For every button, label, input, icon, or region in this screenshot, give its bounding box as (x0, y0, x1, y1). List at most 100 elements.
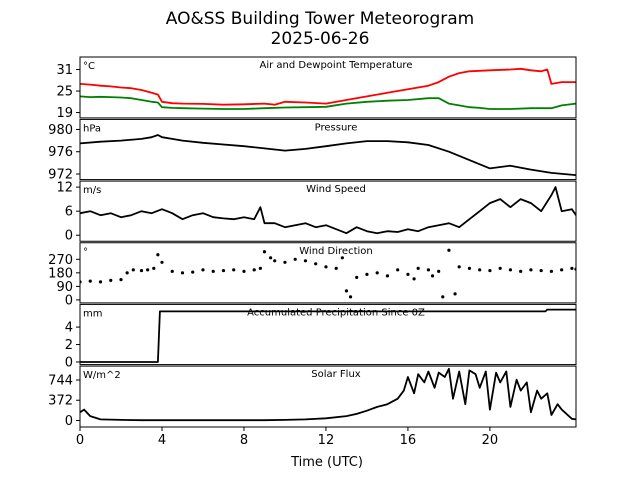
panel-title: Wind Speed (306, 184, 366, 195)
series-line-0-1 (80, 95, 576, 110)
wind-direction-point (447, 248, 451, 252)
wind-direction-point (508, 268, 513, 272)
panel-2-data (80, 186, 576, 235)
wind-direction-point (560, 268, 564, 272)
wind-direction-point (344, 289, 349, 293)
panel-3-data (80, 248, 576, 299)
panel-unit-label: ° (83, 247, 88, 258)
wind-direction-point (98, 280, 103, 284)
y-tick-label: 980 (48, 123, 73, 138)
panel-unit-label: m/s (83, 185, 101, 196)
wind-direction-point (549, 269, 554, 273)
x-tick-label: 8 (240, 433, 248, 448)
y-tick-label: 4 (65, 321, 73, 336)
y-tick-label: 976 (48, 145, 73, 160)
wind-direction-point (314, 262, 318, 266)
wind-direction-point (273, 259, 277, 263)
y-tick-label: 0 (65, 355, 73, 370)
x-tick-label: 16 (400, 433, 417, 448)
wind-direction-point (430, 274, 435, 278)
panel-5: 0 372 744 W/m^2 Solar Flux (48, 365, 577, 431)
wind-direction-point (283, 260, 287, 264)
x-axis-label: Time (UTC) (290, 455, 363, 470)
panel-frame (79, 118, 577, 181)
panel-title: Wind Direction (299, 246, 373, 257)
panel-title: Accumulated Precipitation Since 0Z (247, 307, 425, 318)
series-line-5-0 (80, 367, 576, 422)
wind-direction-point (119, 278, 123, 282)
panel-5-data (80, 367, 576, 422)
wind-direction-point (221, 268, 226, 273)
y-tick-label: 972 (48, 168, 73, 183)
panel-title: Solar Flux (311, 369, 361, 380)
wind-direction-point (457, 265, 461, 269)
panel-unit-label: °C (83, 61, 95, 72)
wind-direction-point (146, 268, 150, 272)
wind-direction-point (416, 266, 420, 270)
wind-direction-point (152, 266, 156, 270)
y-tick-label: 270 (48, 253, 73, 268)
panel-1: 972 976 980 hPa Pressure (48, 118, 577, 183)
panel-title: Pressure (315, 122, 358, 133)
wind-direction-point (293, 257, 297, 261)
panel-frame (79, 365, 577, 428)
wind-direction-point (262, 250, 267, 254)
x-tick-label: 12 (318, 433, 335, 448)
panel-title: Air and Dewpoint Temperature (260, 60, 413, 71)
panel-4-data (80, 308, 576, 363)
wind-direction-point (131, 268, 135, 272)
wind-direction-point (180, 271, 185, 275)
wind-direction-point (201, 268, 205, 272)
wind-direction-point (441, 295, 445, 299)
panel-unit-label: W/m^2 (83, 370, 121, 381)
wind-direction-point (529, 268, 533, 272)
panel-1-data (80, 134, 576, 176)
y-tick-label: 12 (56, 181, 73, 196)
wind-direction-point (303, 259, 308, 263)
wind-direction-point (109, 278, 113, 282)
chart-title: AO&SS Building Tower Meteorogram (166, 9, 474, 29)
wind-direction-point (437, 269, 441, 273)
series-line-4-0 (80, 308, 576, 363)
series-line-2-0 (80, 186, 576, 235)
wind-direction-point (365, 272, 369, 276)
y-tick-label: 0 (65, 293, 73, 308)
y-tick-label: 19 (56, 106, 73, 121)
wind-direction-point (412, 277, 416, 281)
wind-direction-point (160, 260, 164, 264)
panel-unit-label: hPa (83, 123, 101, 134)
panel-4: 0 2 4 mm Accumulated Precipitation Since 0Z (65, 303, 577, 370)
panel-0-data (80, 67, 576, 110)
wind-direction-point (467, 266, 472, 270)
y-tick-label: 372 (48, 394, 73, 409)
panel-0: 19 25 31 °C Air and Dewpoint Temperature (56, 56, 577, 121)
y-tick-label: 0 (65, 414, 73, 429)
wind-direction-point (232, 268, 236, 272)
wind-direction-point (139, 268, 144, 273)
panel-2: 0 6 12 m/s Wind Speed (56, 180, 577, 244)
x-axis: 0 4 8 12 16 20 (76, 433, 498, 448)
y-tick-label: 90 (56, 280, 73, 295)
wind-direction-point (478, 268, 482, 272)
wind-direction-point (324, 265, 328, 269)
wind-direction-point (375, 271, 379, 275)
wind-direction-point (211, 269, 215, 273)
panel-frame (79, 56, 577, 119)
series-line-1-0 (80, 134, 576, 176)
wind-direction-point (488, 268, 492, 273)
wind-direction-point (406, 272, 410, 276)
wind-direction-point (355, 275, 359, 279)
panel-unit-label: mm (83, 308, 102, 319)
y-tick-label: 25 (56, 85, 73, 100)
wind-direction-point (348, 295, 353, 299)
x-tick-label: 0 (76, 433, 84, 448)
wind-direction-point (498, 266, 502, 270)
wind-direction-point (453, 292, 457, 296)
wind-direction-point (396, 268, 400, 272)
wind-direction-point (340, 256, 344, 260)
x-tick-label: 20 (482, 433, 499, 448)
wind-direction-point (334, 266, 338, 270)
wind-direction-point (258, 266, 262, 270)
